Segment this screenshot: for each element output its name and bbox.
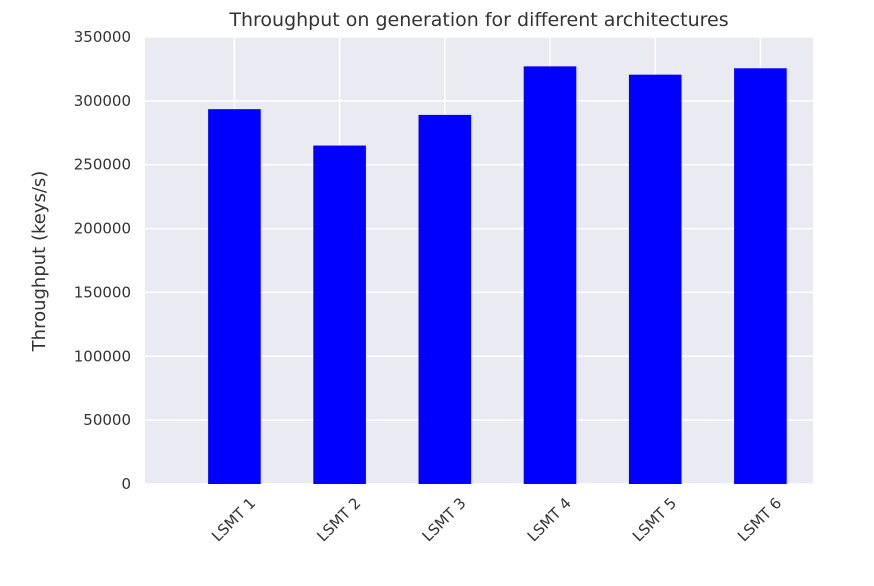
x-tick-label: LSMT 4 bbox=[524, 494, 575, 545]
x-tick-labels: LSMT 1 LSMT 2 LSMT 3 LSMT 4 LSMT 5 LSMT 6 bbox=[208, 494, 785, 545]
bar bbox=[734, 68, 787, 484]
y-axis-label: Throughput (keys/s) bbox=[29, 171, 50, 353]
chart-title: Throughput on generation for different a… bbox=[228, 9, 728, 31]
bars bbox=[208, 66, 787, 485]
x-tick-label: LSMT 1 bbox=[208, 494, 259, 545]
y-tick-label: 0 bbox=[121, 475, 131, 493]
x-tick-label: LSMT 6 bbox=[734, 494, 785, 545]
bar bbox=[208, 109, 261, 484]
y-tick-label: 100000 bbox=[74, 347, 131, 365]
x-tick-label: LSMT 5 bbox=[629, 494, 680, 545]
bar bbox=[523, 66, 577, 485]
bar bbox=[628, 74, 682, 484]
y-tick-label: 300000 bbox=[74, 92, 131, 110]
y-tick-label: 200000 bbox=[74, 220, 131, 238]
x-tick-label: LSMT 2 bbox=[313, 494, 364, 545]
y-tick-labels: 0 50000 100000 150000 200000 250000 300000 3500… bbox=[74, 28, 131, 493]
y-tick-label: 150000 bbox=[74, 283, 131, 301]
x-tick-label: LSMT 3 bbox=[419, 494, 470, 545]
y-tick-label: 350000 bbox=[74, 28, 131, 46]
bar bbox=[418, 114, 472, 485]
bar bbox=[313, 145, 366, 485]
y-tick-label: 50000 bbox=[83, 411, 131, 429]
y-tick-label: 250000 bbox=[74, 156, 131, 174]
